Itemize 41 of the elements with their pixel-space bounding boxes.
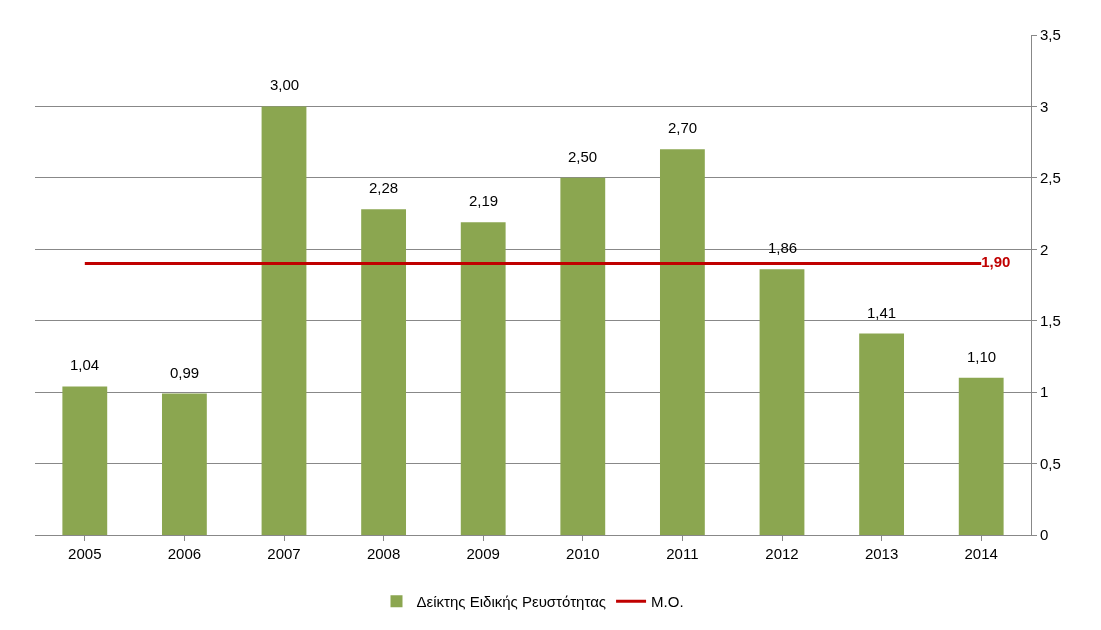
x-tick-label: 2013 [864,545,899,562]
bar [859,333,905,535]
y-tick-label: 1,5 [1040,311,1061,329]
data-label: 2,50 [568,148,598,165]
x-tick-label: 2007 [267,545,301,562]
data-label: 1,41 [867,304,897,321]
x-tick-label: 2012 [765,545,799,562]
legend-label: Μ.Ο. [651,593,684,611]
y-tick-label: 0,5 [1040,454,1061,472]
y-tick-label: 1 [1040,383,1049,401]
x-tick-label: 2006 [167,545,202,562]
bar [361,209,407,535]
data-label: 1,04 [70,356,100,373]
bar [659,149,705,535]
x-tick-label: 2009 [466,545,500,562]
data-label: 1,86 [768,239,798,256]
y-tick-label: 3 [1040,97,1049,115]
data-label: 1,10 [967,348,997,365]
bar [958,377,1004,535]
x-tick-label: 2010 [566,545,600,562]
bar [62,386,108,535]
bar [161,393,207,535]
bar [560,177,606,535]
data-label: 0,99 [170,364,200,381]
y-tick-label: 3,5 [1040,26,1061,44]
bar [759,269,805,535]
x-tick-label: 2014 [964,545,998,562]
x-tick-label: 2005 [68,545,102,562]
x-tick-label: 2008 [366,545,401,562]
data-label: 2,19 [469,192,499,209]
bar [261,106,307,535]
data-label: 3,00 [270,76,300,93]
data-label: 2,28 [369,179,399,196]
data-label: 2,70 [668,119,698,136]
legend-label: Δείκτης Ειδικής Ρευστότητας [416,593,607,611]
x-tick-label: 2011 [666,545,699,562]
y-tick-label: 0 [1040,526,1049,544]
y-tick-label: 2,5 [1040,169,1061,187]
data-label: 1,90 [981,253,1011,271]
y-tick-label: 2 [1040,240,1049,258]
bar [460,222,506,535]
